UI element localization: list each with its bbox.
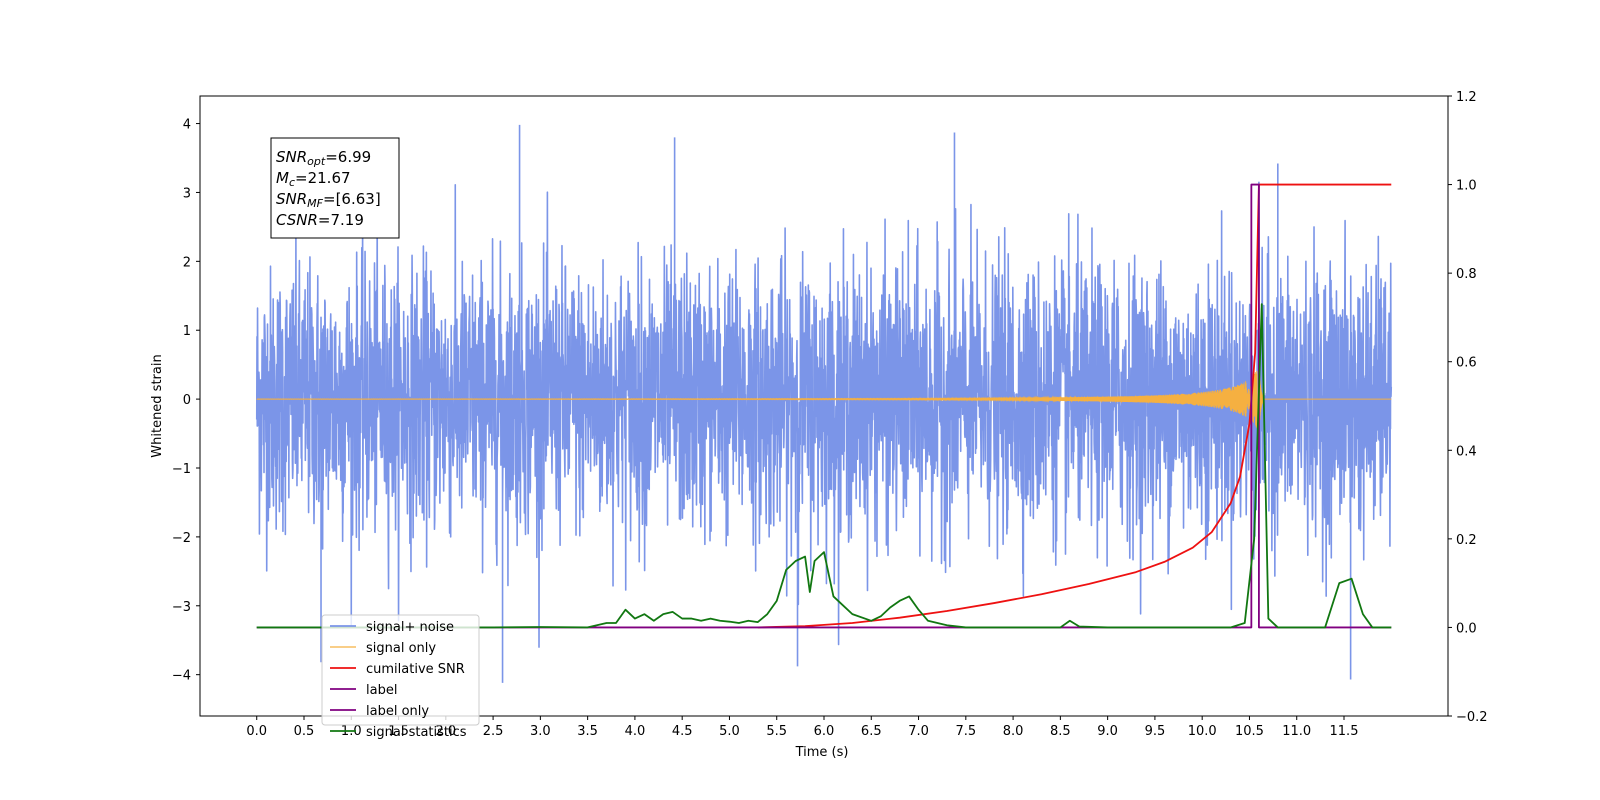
y-tick-label: 3 — [183, 186, 191, 201]
x-tick-label: 6.0 — [814, 724, 835, 739]
x-tick-label: 5.0 — [719, 724, 740, 739]
legend-label: label — [366, 683, 397, 698]
x-tick-label: 4.5 — [672, 724, 693, 739]
x-axis: 0.0 0.5 1.0 1.5 2.0 2.5 3.0 3.5 4.0 4.5 5.0 5.5 6.0 6… — [246, 716, 1358, 739]
legend-label: signal+ noise — [366, 620, 454, 635]
legend-label: cumilative SNR — [366, 662, 465, 677]
x-tick-label: 10.0 — [1188, 724, 1217, 739]
y2-tick-label: 0.6 — [1456, 356, 1477, 371]
y-tick-label: −2 — [172, 531, 191, 546]
x-tick-label: 9.5 — [1145, 724, 1166, 739]
x-tick-label: 7.5 — [955, 724, 976, 739]
y-tick-label: 1 — [183, 324, 191, 339]
y2-tick-label: 1.2 — [1456, 90, 1477, 105]
y2-tick-label: 0.8 — [1456, 267, 1477, 282]
x-tick-label: 0.0 — [246, 724, 267, 739]
x-tick-label: 10.5 — [1235, 724, 1264, 739]
y-axis-right: −0.2 0.0 0.2 0.4 0.6 0.8 1.0 1.2 — [1448, 90, 1488, 725]
annotation-line: SNRopt=6.99 — [276, 148, 371, 168]
y-tick-label: 0 — [183, 393, 191, 408]
y2-tick-label: 0.0 — [1456, 621, 1477, 636]
series-line-cumilative-snr — [757, 183, 1392, 629]
y-tick-label: −4 — [172, 669, 191, 684]
legend-label: signal statistics — [366, 725, 467, 740]
y2-tick-label: 0.2 — [1456, 533, 1477, 548]
y2-tick-label: 1.0 — [1456, 179, 1477, 194]
series-line-signal-only — [256, 361, 1392, 436]
annotation-line: SNRMF=[6.63] — [276, 190, 381, 210]
x-tick-label: 7.0 — [908, 724, 929, 739]
y-axis-left: −4 −3 −2 −1 0 1 2 3 4 — [172, 118, 200, 684]
x-tick-label: 2.5 — [483, 724, 504, 739]
annotation-line: Mc=21.67 — [276, 169, 351, 189]
x-tick-label: 3.0 — [530, 724, 551, 739]
x-tick-label: 2.0 — [435, 724, 456, 739]
y-axis-label: Whitened strain — [150, 354, 165, 457]
x-tick-label: 11.0 — [1282, 724, 1311, 739]
y-tick-label: 4 — [183, 118, 191, 133]
x-tick-label: 4.0 — [625, 724, 646, 739]
series-line-signal-statistics — [256, 303, 1392, 629]
x-tick-label: 6.5 — [861, 724, 882, 739]
series-line-signal-noise — [255, 124, 1393, 683]
y-tick-label: −1 — [172, 462, 191, 477]
x-tick-label: 5.5 — [766, 724, 787, 739]
x-tick-label: 8.0 — [1003, 724, 1024, 739]
legend-label: signal only — [366, 641, 436, 656]
series-layer — [255, 124, 1393, 683]
x-axis-label: Time (s) — [795, 745, 849, 760]
legend-label: label only — [366, 704, 429, 719]
y2-tick-label: 0.4 — [1456, 444, 1477, 459]
x-tick-label: 1.5 — [388, 724, 409, 739]
annotation-frame — [270, 137, 400, 239]
y-tick-label: −3 — [172, 600, 191, 615]
legend-frame — [321, 614, 480, 726]
x-tick-label: 9.0 — [1097, 724, 1118, 739]
x-tick-label: 8.5 — [1050, 724, 1071, 739]
y-tick-label: 2 — [183, 255, 191, 270]
x-tick-label: 11.5 — [1330, 724, 1359, 739]
y2-tick-label: −0.2 — [1456, 710, 1488, 725]
annotation-line: CSNR=7.19 — [276, 211, 364, 229]
x-tick-label: 3.5 — [577, 724, 598, 739]
legend: signal+ noise signal only cumilative SNR la… — [321, 614, 480, 740]
x-tick-label: 0.5 — [294, 724, 315, 739]
